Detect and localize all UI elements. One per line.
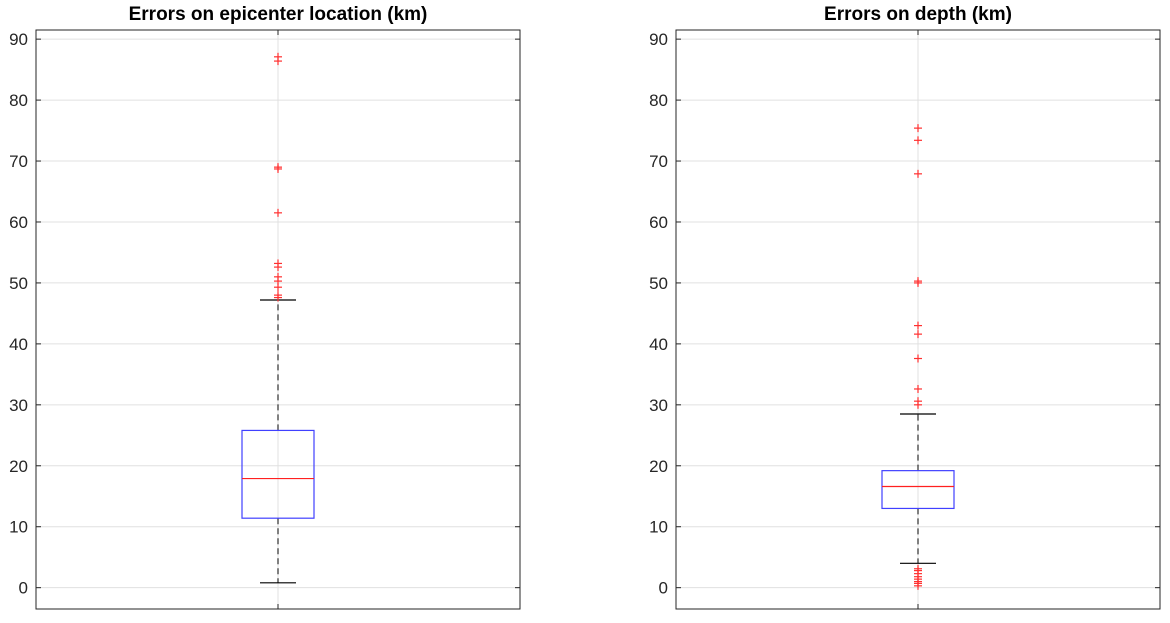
outlier-point bbox=[274, 52, 282, 61]
y-tick-label: 30 bbox=[9, 396, 28, 415]
outlier-point bbox=[914, 564, 922, 573]
chart-panel-epicenter: Errors on epicenter location (km) 0 10 20 3… bbox=[9, 4, 521, 610]
y-tick-label: 80 bbox=[9, 91, 28, 110]
y-tick-label: 10 bbox=[649, 518, 668, 537]
boxplot-depth: 0 10 20 30 40 50 60 70 80 90 bbox=[649, 29, 1161, 610]
y-tick-label: 40 bbox=[649, 335, 668, 354]
y-tick-label: 50 bbox=[9, 274, 28, 293]
outlier-point bbox=[914, 397, 922, 406]
iqr-box bbox=[881, 470, 955, 510]
outlier-point bbox=[914, 330, 922, 339]
outlier-point bbox=[914, 384, 922, 393]
y-tick-label: 70 bbox=[649, 152, 668, 171]
y-tick-label: 0 bbox=[659, 579, 668, 598]
chart-title: Errors on epicenter location (km) bbox=[128, 4, 428, 25]
chart-title: Errors on depth (km) bbox=[824, 4, 1012, 25]
y-tick-label: 40 bbox=[9, 335, 28, 354]
outlier-point bbox=[914, 321, 922, 330]
outlier-point bbox=[274, 291, 282, 300]
outlier-point bbox=[274, 272, 282, 281]
y-tick-label: 60 bbox=[649, 213, 668, 232]
outlier-point bbox=[914, 277, 922, 286]
outlier-point bbox=[274, 259, 282, 268]
chart-panel-depth: Errors on depth (km) 0 10 20 30 40 50 60 70 80 90 bbox=[585, 0, 1170, 623]
outlier-point bbox=[914, 169, 922, 178]
outlier-point bbox=[274, 163, 282, 172]
y-tick-label: 10 bbox=[9, 518, 28, 537]
outlier-point bbox=[914, 136, 922, 145]
y-tick-label: 20 bbox=[649, 457, 668, 476]
y-tick-label: 30 bbox=[649, 396, 668, 415]
y-tick-label: 80 bbox=[649, 91, 668, 110]
y-tick-label: 90 bbox=[649, 30, 668, 49]
outlier-point bbox=[914, 354, 922, 363]
outlier-point bbox=[914, 124, 922, 133]
iqr-box bbox=[241, 429, 315, 519]
y-tick-label: 50 bbox=[649, 274, 668, 293]
y-tick-label: 90 bbox=[9, 30, 28, 49]
y-tick-label: 20 bbox=[9, 457, 28, 476]
y-tick-label: 0 bbox=[19, 579, 28, 598]
y-tick-label: 60 bbox=[9, 213, 28, 232]
y-tick-label: 70 bbox=[9, 152, 28, 171]
outlier-point bbox=[274, 208, 282, 217]
boxplot-epicenter: 0 10 20 30 40 50 60 70 80 90 bbox=[9, 29, 521, 610]
